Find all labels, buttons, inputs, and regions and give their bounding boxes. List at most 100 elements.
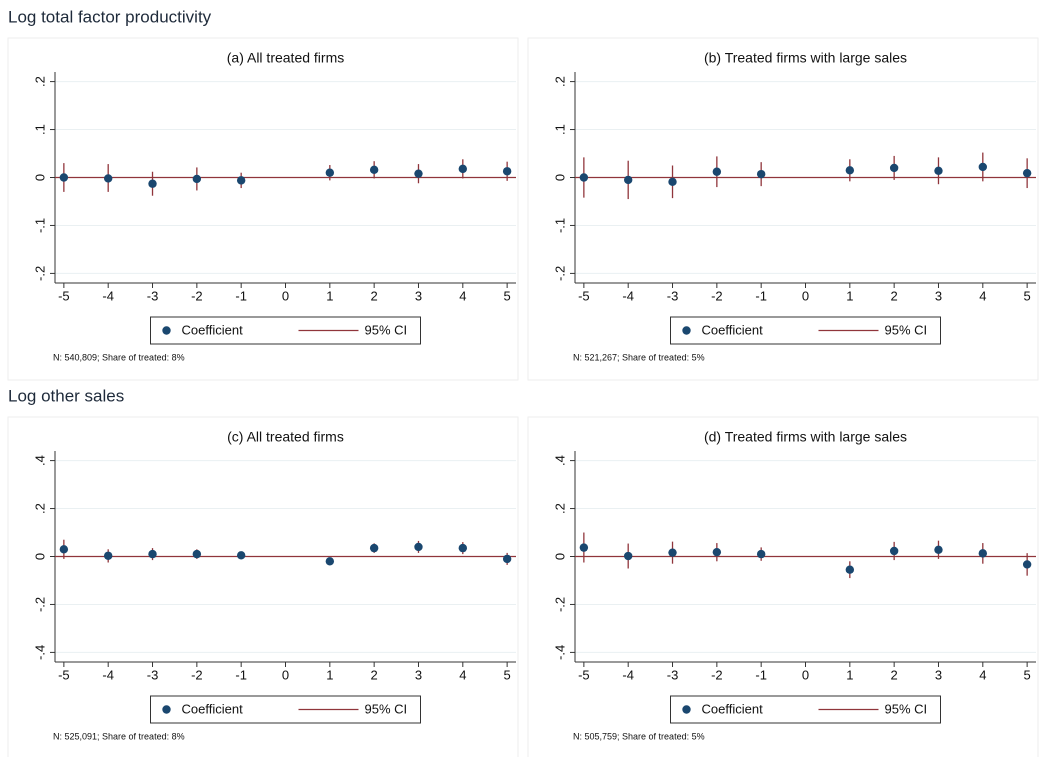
coefficient-point <box>579 173 589 182</box>
panel-frame <box>7 416 519 757</box>
coefficient-point <box>192 174 202 184</box>
x-tick-label: 3 <box>935 288 942 303</box>
y-tick-label: -.2 <box>32 266 47 281</box>
panel-title: (b) Treated firms with large sales <box>704 50 907 66</box>
x-tick-label: -5 <box>578 667 590 682</box>
x-tick-label: 0 <box>282 667 289 682</box>
x-tick-label: 4 <box>459 288 466 303</box>
coefficient-point <box>236 551 246 560</box>
x-tick-label: 2 <box>891 667 898 682</box>
x-tick-label: -3 <box>667 288 679 303</box>
y-tick-label: -.2 <box>552 597 567 612</box>
coefficient-point <box>712 547 722 557</box>
panel: (a) All treated firms -.2 -.1 0 .1 .2 -5 -4 -3 -2… <box>7 37 519 381</box>
coefficient-point <box>934 166 943 175</box>
x-tick-label: 5 <box>1024 288 1031 303</box>
x-tick-label: 5 <box>504 288 511 303</box>
coefficient-point <box>103 174 113 183</box>
legend-label: 95% CI <box>365 701 408 716</box>
y-tick-label: -.4 <box>552 645 567 660</box>
y-tick-label: .4 <box>552 455 567 466</box>
x-tick-label: 3 <box>415 667 422 682</box>
coefficient-point <box>579 543 589 552</box>
y-tick-label: -.1 <box>552 218 567 233</box>
x-tick-label: 0 <box>802 288 809 303</box>
section-title: Log other sales <box>8 386 124 405</box>
panel: (b) Treated firms with large sales -.2 -.1… <box>527 37 1039 381</box>
y-tick-label: .1 <box>32 124 47 135</box>
legend-label: Coefficient <box>182 322 244 337</box>
x-tick-label: 1 <box>846 288 853 303</box>
coefficient-point <box>369 165 379 175</box>
x-tick-label: -5 <box>58 288 70 303</box>
y-tick-label: .2 <box>32 76 47 87</box>
y-tick-label: -.4 <box>32 645 47 660</box>
coefficient-point <box>325 557 335 566</box>
coefficient-point <box>148 549 157 559</box>
y-tick-label: -.2 <box>552 266 567 281</box>
y-tick-label: 0 <box>552 553 567 560</box>
legend-marker <box>162 705 171 714</box>
y-tick-label: -.2 <box>32 597 47 612</box>
x-tick-label: -4 <box>622 667 634 682</box>
coefficient-point <box>845 565 855 574</box>
legend-marker <box>682 326 691 335</box>
panel: (d) Treated firms with large sales -.4 -.2… <box>527 416 1039 757</box>
x-tick-label: -4 <box>102 667 114 682</box>
x-tick-label: 1 <box>326 667 333 682</box>
legend-label: 95% CI <box>885 322 928 337</box>
x-tick-label: -5 <box>58 667 70 682</box>
x-tick-label: 3 <box>415 288 422 303</box>
coefficient-point <box>414 542 423 552</box>
coefficient-point <box>103 551 113 560</box>
x-tick-label: 4 <box>459 667 466 682</box>
legend-label: 95% CI <box>365 322 408 337</box>
coefficient-point <box>889 163 899 173</box>
x-tick-label: -1 <box>235 667 247 682</box>
y-tick-label: 0 <box>32 553 47 560</box>
coefficient-point <box>458 164 468 174</box>
note: N: 525,091; Share of treated: 8% <box>53 731 185 741</box>
legend <box>150 316 421 345</box>
x-tick-label: 4 <box>979 667 986 682</box>
x-tick-label: -4 <box>102 288 114 303</box>
x-tick-label: 1 <box>846 667 853 682</box>
panel-frame <box>527 416 1039 757</box>
panel-frame <box>527 37 1039 381</box>
legend-marker <box>162 326 171 335</box>
coefficient-point <box>1022 560 1032 569</box>
y-tick-label: .1 <box>552 124 567 135</box>
coefficient-point <box>934 545 943 554</box>
panel-title: (d) Treated firms with large sales <box>704 429 907 445</box>
coefficient-point <box>502 554 512 564</box>
x-tick-label: -1 <box>235 288 247 303</box>
y-tick-label: .2 <box>552 503 567 514</box>
x-tick-label: -2 <box>191 288 203 303</box>
coefficient-point <box>59 173 69 182</box>
coefficient-point <box>59 545 69 554</box>
coefficient-point <box>668 548 677 557</box>
x-tick-label: -3 <box>667 667 679 682</box>
coefficient-point <box>889 546 899 556</box>
x-tick-label: -1 <box>755 667 767 682</box>
y-tick-label: .4 <box>32 455 47 466</box>
panel: (c) All treated firms -.4 -.2 0 .2 .4 -5 -4 -3 -2… <box>7 416 519 757</box>
x-tick-label: 5 <box>1024 667 1031 682</box>
y-tick-label: -.1 <box>32 218 47 233</box>
y-tick-label: 0 <box>552 174 567 181</box>
x-tick-label: 2 <box>371 667 378 682</box>
note: N: 540,809; Share of treated: 8% <box>53 352 185 362</box>
y-tick-label: 0 <box>32 174 47 181</box>
x-tick-label: -2 <box>191 667 203 682</box>
x-tick-label: 0 <box>802 667 809 682</box>
coefficient-point <box>369 543 379 553</box>
x-tick-label: 4 <box>979 288 986 303</box>
x-tick-label: 5 <box>504 667 511 682</box>
panel-frame <box>7 37 519 381</box>
section-title: Log total factor productivity <box>8 7 212 26</box>
legend-label: Coefficient <box>702 322 764 337</box>
coefficient-point <box>668 177 677 187</box>
coefficient-point <box>978 162 988 172</box>
coefficient-point <box>414 169 423 178</box>
